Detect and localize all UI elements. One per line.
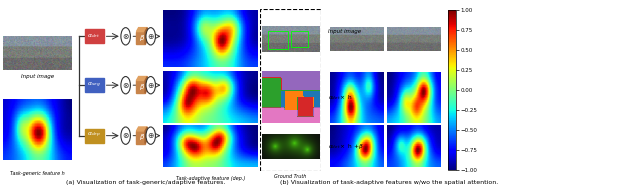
Text: (b) Visualization of task-adaptive features w/wo the spatial attention.: (b) Visualization of task-adaptive featu… <box>280 180 499 185</box>
Text: Task-generic feature h: Task-generic feature h <box>10 171 65 176</box>
Polygon shape <box>136 127 147 131</box>
Circle shape <box>146 127 156 144</box>
Polygon shape <box>136 77 147 81</box>
Text: $\alpha_{det} \times$ h: $\alpha_{det} \times$ h <box>328 93 353 102</box>
Text: Ground Truth: Ground Truth <box>275 174 307 179</box>
Text: ⊕: ⊕ <box>147 131 154 140</box>
Text: ⊕: ⊕ <box>147 32 154 41</box>
Circle shape <box>121 28 131 45</box>
Text: Task-adaptive feature (dep.): Task-adaptive feature (dep.) <box>176 176 245 181</box>
Text: ⊕: ⊕ <box>147 81 154 90</box>
Text: $\beta$: $\beta$ <box>139 33 145 43</box>
Text: ⊗: ⊗ <box>122 131 129 140</box>
Bar <box>84 78 104 92</box>
Polygon shape <box>136 28 147 32</box>
Text: Task-adaptive feature (seg.): Task-adaptive feature (seg.) <box>176 134 245 139</box>
Bar <box>291 31 308 47</box>
Polygon shape <box>145 28 147 44</box>
Circle shape <box>146 28 156 45</box>
Bar <box>136 32 145 44</box>
Circle shape <box>121 127 131 144</box>
Bar <box>268 31 288 49</box>
Bar <box>136 131 145 144</box>
Text: $\alpha_{seg}$: $\alpha_{seg}$ <box>87 81 101 90</box>
Text: $\alpha_{det}$: $\alpha_{det}$ <box>88 32 101 40</box>
Text: $\alpha_{det} \times$ h $+ \beta$: $\alpha_{det} \times$ h $+ \beta$ <box>328 142 364 151</box>
Text: Input image: Input image <box>328 29 362 34</box>
Text: Task-adaptive feature (det.): Task-adaptive feature (det.) <box>177 80 244 85</box>
Text: $\beta$: $\beta$ <box>139 132 145 142</box>
Bar <box>84 129 104 143</box>
Circle shape <box>121 77 131 94</box>
Text: Input image: Input image <box>21 74 54 79</box>
Text: ⊗: ⊗ <box>122 32 129 41</box>
Text: $\alpha_{dep}$: $\alpha_{dep}$ <box>87 131 101 140</box>
Text: ⊗: ⊗ <box>122 81 129 90</box>
Bar <box>84 29 104 43</box>
Text: $\beta$: $\beta$ <box>139 82 145 92</box>
Polygon shape <box>145 77 147 93</box>
Bar <box>136 81 145 93</box>
Polygon shape <box>145 127 147 144</box>
Text: (a) Visualization of task-generic/adaptive features.: (a) Visualization of task-generic/adapti… <box>66 180 226 185</box>
Circle shape <box>146 77 156 94</box>
